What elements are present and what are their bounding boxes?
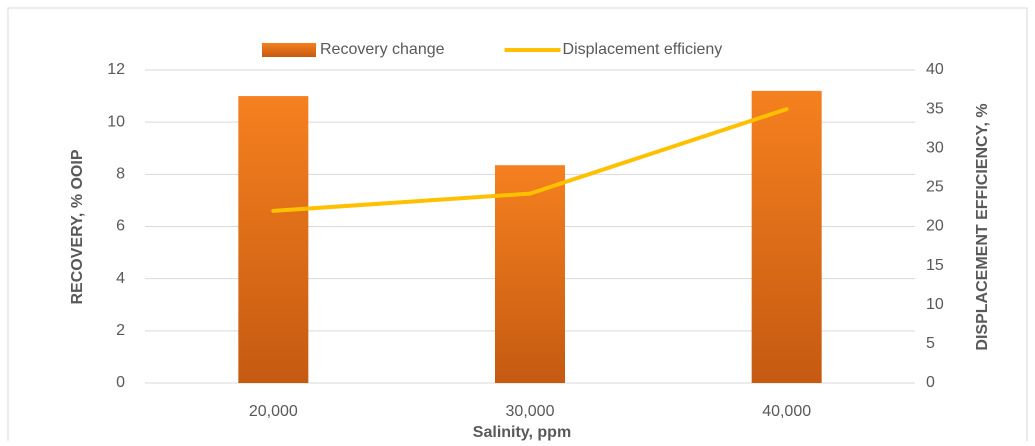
legend-label: Recovery change	[320, 41, 445, 58]
y2-tick-label: 30	[926, 139, 944, 156]
y2-axis-title: DISPLACEMENT EFFICIENCY, %	[974, 103, 991, 350]
y2-tick-label: 0	[926, 374, 935, 391]
y2-tick-label: 20	[926, 218, 944, 235]
legend-label: Displacement efficieny	[563, 41, 723, 58]
y2-tick-label: 35	[926, 100, 944, 117]
y2-tick-label: 10	[926, 296, 944, 313]
x-axis-title: Salinity, ppm	[473, 424, 571, 441]
y-axis-title: RECOVERY, % OOIP	[69, 149, 86, 304]
x-tick-label: 30,000	[506, 403, 555, 420]
y-tick-label: 6	[116, 218, 125, 235]
bar	[495, 165, 565, 383]
bar	[238, 96, 309, 383]
x-tick-label: 20,000	[249, 403, 298, 420]
y2-tick-label: 5	[926, 335, 935, 352]
y2-tick-label: 40	[926, 61, 944, 78]
y-tick-label: 4	[116, 270, 125, 287]
line	[271, 107, 789, 213]
y2-tick-label: 15	[926, 257, 944, 274]
legend-swatch	[262, 43, 316, 57]
y-tick-label: 0	[116, 374, 125, 391]
y-tick-label: 10	[107, 113, 125, 130]
y-tick-label: 2	[116, 322, 125, 339]
y-tick-label: 12	[107, 61, 125, 78]
x-tick-label: 40,000	[762, 403, 811, 420]
y2-tick-label: 25	[926, 179, 944, 196]
y-tick-label: 8	[116, 166, 125, 183]
bar	[751, 90, 822, 383]
